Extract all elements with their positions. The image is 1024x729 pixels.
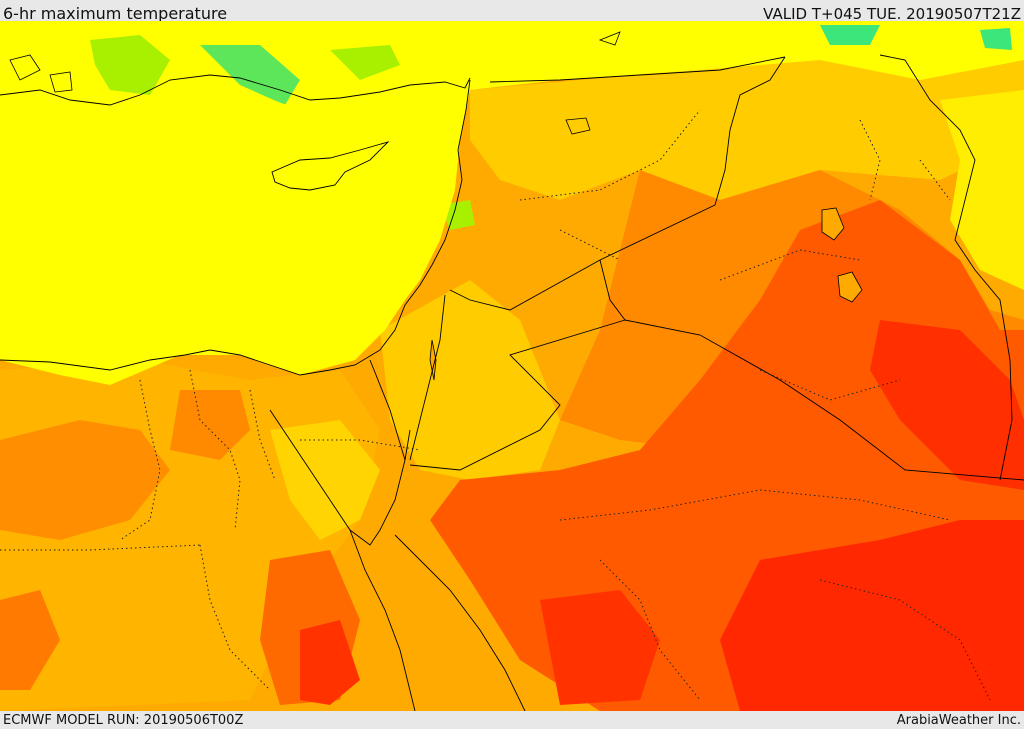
field-green-1 bbox=[90, 35, 170, 95]
border-syria-jordan bbox=[449, 204, 716, 311]
border-jordan-iraq bbox=[599, 259, 626, 321]
field-gold-levant bbox=[380, 280, 560, 480]
field-dark-orange-3 bbox=[170, 390, 250, 460]
field-red-1 bbox=[870, 320, 1024, 490]
gulf-of-suez bbox=[269, 409, 411, 546]
model-run: ECMWF MODEL RUN: 20190506T00Z bbox=[3, 713, 244, 728]
field-red-3 bbox=[540, 590, 660, 705]
aegean-islands bbox=[9, 31, 621, 93]
valid-time: VALID T+045 TUE. 20190507T21Z bbox=[763, 5, 1021, 23]
lake-habbaniyah bbox=[837, 271, 863, 303]
temperature-field bbox=[0, 21, 1024, 711]
field-gold-sinai bbox=[270, 420, 380, 540]
red-sea-west-coast bbox=[349, 529, 416, 711]
field-green-4 bbox=[820, 25, 880, 45]
lake-tharthar bbox=[821, 207, 845, 241]
border-syria-turkey bbox=[489, 56, 786, 83]
admin-boundaries bbox=[0, 109, 991, 701]
field-green-2 bbox=[200, 45, 300, 105]
dead-sea bbox=[429, 339, 437, 381]
mediterranean-sea bbox=[0, 80, 470, 385]
field-green-3 bbox=[330, 45, 400, 80]
temperature-map bbox=[0, 21, 1024, 711]
border-iraq-iran bbox=[879, 54, 1013, 481]
border-jordan-saudi bbox=[409, 319, 626, 471]
field-dark-orange-2 bbox=[0, 420, 170, 540]
field-red-orange-3 bbox=[0, 590, 60, 690]
border-syria-iraq bbox=[714, 56, 786, 206]
border-jordan-israel bbox=[409, 294, 446, 461]
egypt-north-coast bbox=[0, 349, 381, 376]
border-egypt-israel bbox=[369, 359, 406, 461]
turkey-south-coast bbox=[0, 74, 471, 106]
field-red-4 bbox=[300, 620, 360, 705]
border-iraq-saudi bbox=[624, 319, 1024, 481]
field-red-2 bbox=[720, 520, 1024, 711]
lake-assad bbox=[565, 117, 591, 135]
field-yellow-east bbox=[940, 90, 1024, 290]
levant-coast bbox=[379, 79, 471, 351]
map-title: 6-hr maximum temperature bbox=[3, 4, 228, 23]
cyprus-outline bbox=[271, 141, 390, 191]
field-green-5 bbox=[980, 28, 1012, 50]
field-gold-syria bbox=[470, 40, 1024, 200]
credit: ArabiaWeather Inc. bbox=[896, 713, 1021, 728]
red-sea-east-coast bbox=[394, 534, 526, 711]
